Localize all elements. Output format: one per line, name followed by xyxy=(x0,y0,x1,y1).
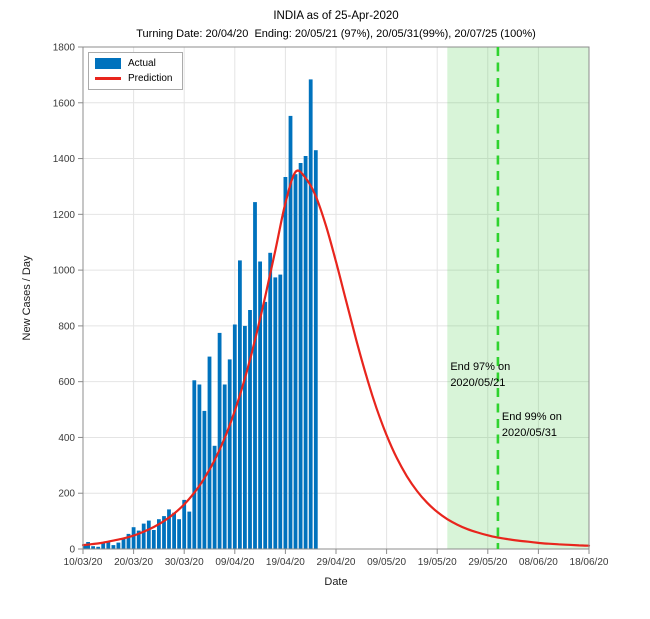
actual-bar xyxy=(243,325,247,549)
x-tick-label: 08/06/20 xyxy=(519,557,558,568)
annotation-end-97-line1: End 97% on xyxy=(450,361,511,373)
actual-bar xyxy=(308,79,313,550)
y-tick-label: 800 xyxy=(58,321,75,332)
chart-subtitle: Turning Date: 20/04/20 Ending: 20/05/21 … xyxy=(136,28,536,40)
actual-bar xyxy=(212,445,217,549)
actual-bar xyxy=(172,512,176,549)
legend-item-prediction: Prediction xyxy=(95,72,172,85)
actual-bar xyxy=(136,530,141,549)
actual-bar xyxy=(177,519,181,549)
actual-bar xyxy=(192,380,197,549)
actual-bar xyxy=(126,533,131,549)
y-tick-label: 1200 xyxy=(53,210,76,221)
actual-bar xyxy=(101,542,106,549)
actual-bar xyxy=(157,519,161,549)
annotation-end-97-line2: 2020/05/21 xyxy=(450,377,506,389)
annotation-end-99: End 99% on 2020/05/31 xyxy=(502,409,562,441)
legend-item-actual: Actual xyxy=(95,57,172,70)
actual-bar xyxy=(217,332,222,549)
prediction-line-swatch xyxy=(95,77,121,80)
y-tick-label: 1000 xyxy=(53,266,76,277)
y-tick-label: 400 xyxy=(58,433,75,444)
actual-bar xyxy=(288,115,293,550)
x-tick-label: 19/05/20 xyxy=(418,557,457,568)
y-tick-label: 1800 xyxy=(53,43,76,54)
x-axis-label: Date xyxy=(324,576,348,588)
actual-bar xyxy=(141,523,146,549)
x-tick-label: 29/04/20 xyxy=(317,557,356,568)
x-tick-label: 10/03/20 xyxy=(64,557,103,568)
y-tick-label: 1400 xyxy=(53,154,76,165)
actual-bar xyxy=(222,384,227,549)
actual-bar xyxy=(253,202,257,549)
actual-bar xyxy=(263,301,268,549)
y-tick-label: 0 xyxy=(69,545,75,556)
x-tick-label: 19/04/20 xyxy=(266,557,305,568)
x-tick-label: 30/03/20 xyxy=(165,557,204,568)
actual-bar xyxy=(197,384,202,549)
actual-bar xyxy=(248,310,252,549)
actual-bar xyxy=(238,260,242,549)
x-tick-label: 09/04/20 xyxy=(215,557,254,568)
x-tick-label: 09/05/20 xyxy=(367,557,406,568)
annotation-end-99-line2: 2020/05/31 xyxy=(501,427,557,439)
actual-bar xyxy=(162,516,166,549)
x-tick-label: 20/03/20 xyxy=(114,557,153,568)
actual-bar xyxy=(268,252,273,550)
actual-bar xyxy=(313,150,318,549)
actual-bar xyxy=(298,163,303,549)
actual-bar xyxy=(232,324,237,549)
actual-bar xyxy=(116,542,121,549)
bars-group xyxy=(83,79,318,550)
actual-bar xyxy=(121,538,126,549)
actual-bar xyxy=(106,541,111,549)
actual-bar xyxy=(293,174,298,549)
legend-label-actual: Actual xyxy=(128,58,156,69)
actual-bar xyxy=(278,274,283,549)
legend: Actual Prediction xyxy=(88,52,184,90)
actual-bar xyxy=(207,356,212,549)
actual-bar xyxy=(182,499,187,549)
actual-bar xyxy=(91,546,95,549)
prediction-line xyxy=(81,169,591,547)
actual-bar xyxy=(258,261,262,549)
axis-ticks: 10/03/20 20/03/20 30/03/20 09/04/20 19/04/20… xyxy=(53,43,609,569)
actual-bar xyxy=(111,545,116,549)
actual-bar xyxy=(151,530,156,549)
end-region xyxy=(447,47,589,549)
y-tick-label: 200 xyxy=(58,489,75,500)
x-tick-label: 18/06/20 xyxy=(570,557,609,568)
annotation-end-97: End 97% on 2020/05/21 xyxy=(450,359,510,391)
legend-label-prediction: Prediction xyxy=(128,73,173,84)
actual-bar xyxy=(227,359,232,549)
actual-bar xyxy=(303,156,308,549)
actual-bar xyxy=(146,520,151,549)
actual-bar xyxy=(131,527,136,549)
actual-bar xyxy=(83,544,88,549)
actual-bar xyxy=(273,277,278,549)
chart-title: INDIA as of 25-Apr-2020 xyxy=(273,10,399,22)
actual-bar-swatch xyxy=(95,58,121,69)
actual-bar xyxy=(167,509,171,549)
actual-bar xyxy=(187,511,192,549)
actual-bar xyxy=(283,177,288,549)
y-tick-label: 1600 xyxy=(53,98,76,109)
x-tick-label: 29/05/20 xyxy=(468,557,507,568)
y-tick-label: 600 xyxy=(58,377,75,388)
actual-bar xyxy=(96,546,101,549)
annotation-end-99-line1: End 99% on xyxy=(501,411,562,423)
